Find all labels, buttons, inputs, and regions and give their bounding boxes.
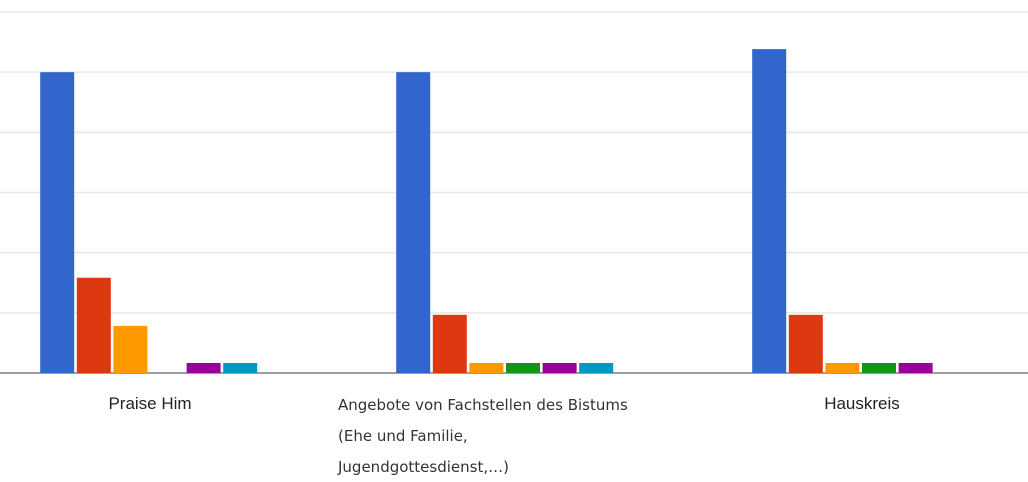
bar bbox=[752, 49, 787, 373]
x-tick-label: Angebote von Fachstellen des Bistums (Eh… bbox=[338, 396, 628, 476]
bar bbox=[862, 362, 896, 373]
bar bbox=[432, 314, 467, 373]
bar bbox=[788, 314, 823, 373]
bar bbox=[506, 362, 540, 373]
bar bbox=[579, 362, 614, 373]
bar bbox=[542, 362, 577, 373]
x-tick-label: Hauskreis bbox=[824, 394, 900, 413]
bar bbox=[76, 277, 111, 373]
bar bbox=[40, 72, 75, 374]
bar bbox=[898, 362, 933, 373]
bar bbox=[223, 362, 258, 373]
bar bbox=[113, 325, 148, 373]
bar bbox=[396, 72, 431, 374]
bar bbox=[825, 362, 860, 373]
bar bbox=[469, 362, 504, 373]
bar bbox=[186, 362, 221, 373]
x-tick-label: Praise Him bbox=[108, 394, 192, 413]
